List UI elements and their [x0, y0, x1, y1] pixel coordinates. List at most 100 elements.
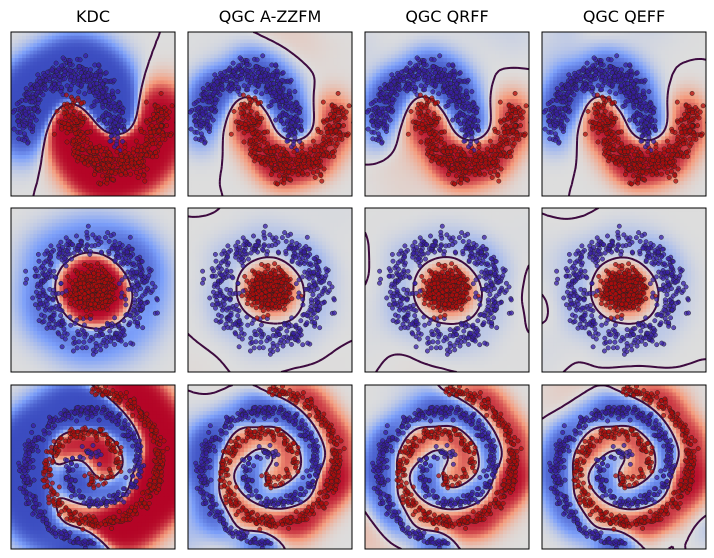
point-class-0 [618, 89, 623, 95]
point-class-0 [639, 133, 645, 139]
point-class-1 [96, 279, 102, 284]
point-class-1 [607, 145, 612, 151]
point-class-0 [403, 67, 409, 73]
point-class-1 [250, 117, 256, 123]
point-class-1 [681, 154, 687, 160]
point-class-1 [608, 114, 614, 120]
point-class-1 [676, 146, 681, 152]
point-class-1 [89, 292, 95, 298]
point-class-0 [264, 251, 270, 257]
point-class-1 [604, 117, 610, 123]
point-class-1 [65, 273, 71, 279]
point-class-0 [111, 77, 117, 83]
point-class-1 [268, 171, 274, 177]
point-class-1 [418, 130, 424, 136]
point-class-0 [573, 72, 579, 78]
point-class-0 [365, 109, 370, 115]
point-class-1 [440, 149, 446, 154]
point-class-0 [188, 109, 193, 115]
point-class-1 [331, 153, 337, 159]
point-class-0 [457, 70, 463, 76]
point-class-0 [454, 94, 460, 100]
point-class-0 [67, 68, 73, 74]
point-class-0 [583, 86, 589, 92]
point-class-0 [379, 140, 385, 146]
point-class-1 [78, 285, 84, 290]
point-class-1 [228, 131, 234, 137]
point-class-1 [433, 157, 439, 163]
column-title-qgc-a-zzfm: QGC A-ZZFM [219, 7, 322, 26]
point-class-1 [291, 149, 297, 155]
point-class-0 [42, 272, 48, 278]
point-class-0 [210, 289, 216, 295]
point-class-0 [58, 313, 64, 319]
point-class-0 [16, 136, 22, 142]
point-class-0 [56, 81, 62, 87]
point-class-0 [105, 93, 111, 99]
point-class-0 [239, 69, 245, 75]
point-class-0 [645, 141, 650, 147]
point-class-0 [625, 81, 631, 87]
point-class-1 [664, 138, 670, 144]
point-class-1 [118, 172, 124, 178]
point-class-0 [270, 344, 276, 350]
point-class-1 [690, 136, 696, 142]
point-class-0 [308, 316, 314, 321]
point-class-1 [256, 157, 262, 163]
point-class-0 [416, 76, 421, 82]
point-class-0 [81, 74, 87, 80]
decision-surface [188, 32, 352, 196]
panel-frame [541, 31, 707, 197]
point-class-0 [87, 338, 93, 344]
scatter-points [188, 53, 352, 187]
panel-moons-qgc-a-zzfm [187, 31, 353, 197]
point-class-0 [109, 324, 115, 330]
point-class-0 [113, 126, 118, 132]
point-class-0 [81, 339, 87, 345]
point-class-1 [690, 110, 696, 116]
point-class-1 [432, 122, 438, 128]
point-class-1 [83, 314, 89, 320]
point-class-1 [106, 273, 112, 279]
point-class-0 [435, 74, 441, 80]
point-class-1 [650, 167, 656, 173]
point-class-0 [271, 89, 277, 95]
point-class-0 [235, 239, 241, 245]
point-class-0 [40, 92, 46, 98]
point-class-0 [155, 310, 160, 316]
point-class-1 [260, 308, 266, 314]
point-class-0 [136, 297, 142, 303]
point-class-1 [336, 136, 342, 142]
point-class-1 [427, 117, 433, 123]
point-class-0 [413, 63, 419, 69]
point-class-0 [71, 335, 77, 341]
point-class-1 [619, 141, 624, 147]
point-class-1 [276, 173, 282, 179]
point-class-1 [673, 142, 679, 148]
point-class-0 [53, 275, 59, 281]
point-class-1 [134, 148, 140, 153]
point-class-0 [609, 70, 615, 76]
point-class-0 [450, 62, 456, 68]
point-class-0 [81, 328, 87, 334]
point-class-0 [219, 85, 225, 91]
point-class-1 [248, 138, 254, 144]
point-class-0 [22, 131, 27, 137]
point-class-0 [116, 322, 122, 328]
point-class-1 [106, 293, 112, 299]
point-class-1 [295, 172, 301, 178]
point-class-0 [629, 72, 635, 78]
point-class-0 [132, 284, 138, 290]
point-class-0 [452, 72, 458, 78]
point-class-1 [666, 175, 672, 180]
point-class-1 [597, 113, 603, 119]
point-class-1 [79, 100, 84, 106]
point-class-1 [88, 306, 94, 312]
point-class-0 [94, 89, 100, 95]
point-class-0 [441, 89, 446, 95]
point-class-0 [639, 118, 645, 124]
point-class-0 [233, 66, 239, 72]
point-class-0 [300, 302, 306, 308]
point-class-1 [685, 114, 690, 120]
point-class-0 [375, 123, 381, 128]
